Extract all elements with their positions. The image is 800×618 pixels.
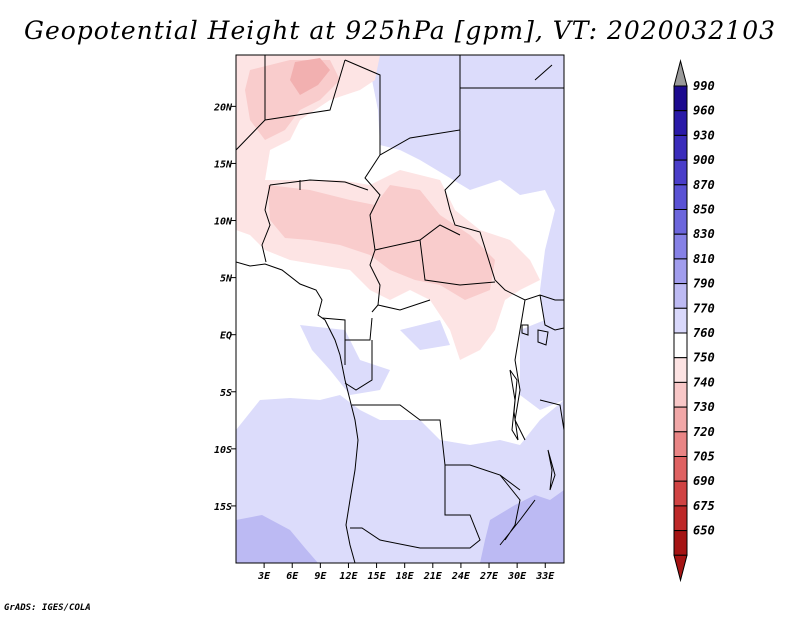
lon-tick-label: 3E	[257, 571, 271, 582]
legend-label: 790	[693, 277, 715, 291]
legend-swatch	[673, 456, 688, 482]
lon-tick-label: 6E	[286, 571, 299, 582]
map-frame	[235, 54, 565, 564]
legend-overflow-arrow	[673, 59, 688, 87]
borders	[236, 55, 564, 563]
legend-label: 690	[693, 474, 715, 488]
low-height-region-south	[236, 395, 564, 563]
legend-label: 650	[693, 524, 715, 538]
legend-swatch	[673, 258, 688, 285]
lat-tick-label: EQ	[220, 331, 232, 342]
legend-swatch	[673, 505, 688, 532]
lon-tick-label: 15E	[368, 571, 387, 582]
lat-tick-label: 20N	[213, 102, 233, 113]
lon-tick-label: 12E	[339, 571, 358, 582]
legend-label: 750	[693, 351, 715, 365]
legend-label: 870	[693, 178, 715, 192]
legend-label: 810	[693, 252, 715, 266]
legend-swatch	[673, 85, 688, 112]
coastline-west-africa	[236, 261, 359, 563]
legend-swatch	[673, 209, 688, 235]
legend-label: 720	[693, 425, 715, 439]
legend-swatch	[673, 184, 688, 211]
lat-tick-label: 5S	[220, 388, 232, 399]
lon-tick-label: 9E	[314, 571, 327, 582]
legend-label: 770	[693, 301, 715, 315]
lon-tick-label: 24E	[451, 571, 471, 582]
legend-swatch	[673, 134, 688, 161]
lower-height-region-southwest	[236, 515, 318, 563]
lon-tick-label: 18E	[396, 571, 415, 582]
lon-tick-label: 30E	[507, 571, 527, 582]
legend-swatch	[673, 307, 688, 334]
legend-swatch	[673, 406, 688, 433]
legend-underflow-arrow	[673, 554, 688, 583]
legend-swatch	[673, 233, 688, 260]
legend-label: 740	[693, 375, 715, 389]
legend-swatch	[673, 110, 688, 136]
lon-tick-label: 21E	[423, 571, 443, 582]
height-field	[236, 55, 564, 563]
lower-height-region-southeast	[480, 490, 564, 563]
highest-height-spot	[290, 58, 330, 95]
lon-tick-label: 33E	[535, 571, 555, 582]
lat-tick-label: 10S	[214, 445, 232, 456]
legend-label: 830	[693, 227, 715, 241]
legend-label: 900	[693, 153, 715, 167]
legend-label: 990	[693, 79, 715, 93]
lake-outlines	[509, 64, 556, 491]
higher-height-region-chad	[268, 185, 495, 300]
legend-label: 730	[693, 400, 715, 414]
border-lines	[236, 55, 564, 549]
color-legend: 990 960 930 900 870 850 830 810 790 770 760 750 740 7…	[673, 59, 715, 583]
grads-credit: GrADS: IGES/COLA	[4, 603, 91, 613]
legend-swatch	[673, 357, 688, 383]
legend-label: 675	[693, 499, 715, 513]
legend-swatch	[673, 381, 688, 408]
lat-tick-label: 5N	[220, 274, 233, 285]
lon-tick-label: 27E	[479, 571, 499, 582]
legend-swatch	[673, 159, 688, 186]
legend-label: 930	[693, 128, 715, 142]
legend-swatch	[673, 431, 688, 457]
legend-swatch	[673, 530, 688, 556]
legend-label: 850	[693, 203, 715, 217]
map-title: Geopotential Height at 925hPa [gpm], VT:…	[23, 16, 777, 45]
legend-label: 705	[693, 450, 715, 464]
legend-label: 760	[693, 326, 715, 340]
lat-tick-label: 15N	[214, 159, 233, 170]
lat-tick-label: 10N	[214, 217, 233, 228]
latitude-axis: 20N 15N 10N 5N EQ 5S 10S 15S	[213, 102, 236, 513]
lat-tick-label: 15S	[214, 502, 232, 513]
low-height-region-northeast	[372, 55, 564, 330]
legend-label: 960	[693, 104, 715, 118]
legend-swatch	[673, 283, 688, 309]
legend-swatch	[673, 480, 688, 507]
low-height-coastal-patches	[300, 320, 564, 410]
longitude-axis: 3E 6E 9E 12E 15E 18E 21E 24E 27E 30E 33E	[257, 563, 555, 582]
legend-swatch	[673, 332, 688, 359]
